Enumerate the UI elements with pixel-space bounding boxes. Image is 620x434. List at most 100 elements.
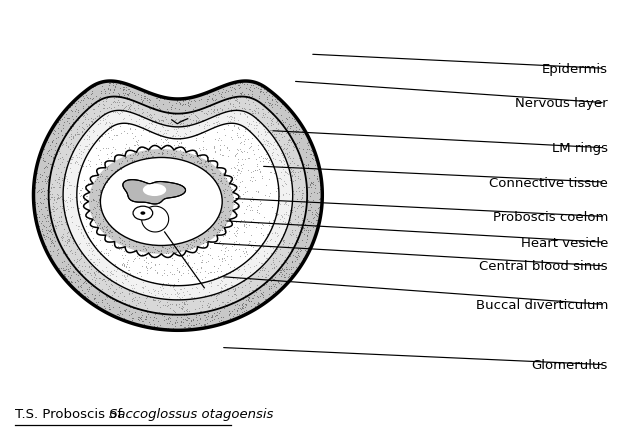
Point [210, 178, 220, 184]
Point [167, 270, 177, 277]
Point [41, 164, 51, 171]
Point [229, 241, 239, 248]
Point [87, 96, 97, 103]
Point [268, 255, 278, 262]
Point [156, 117, 166, 124]
Point [141, 103, 151, 110]
Point [264, 193, 273, 200]
Point [299, 198, 309, 205]
Point [303, 184, 312, 191]
Point [95, 189, 105, 196]
Point [230, 286, 240, 293]
Point [278, 121, 288, 128]
Point [212, 267, 222, 274]
Point [254, 110, 264, 117]
Point [229, 96, 239, 103]
Point [117, 279, 126, 286]
Point [155, 322, 165, 329]
Point [57, 160, 67, 167]
Point [229, 117, 239, 124]
Point [275, 158, 285, 164]
Point [68, 120, 78, 127]
Point [97, 159, 107, 166]
Point [261, 105, 271, 112]
Point [253, 85, 263, 92]
Point [263, 163, 273, 170]
Point [48, 228, 58, 235]
Point [46, 194, 56, 201]
Point [215, 321, 224, 328]
Point [48, 215, 58, 222]
Point [244, 294, 254, 301]
Point [34, 207, 44, 214]
Point [140, 148, 150, 155]
Point [220, 281, 230, 288]
Point [130, 285, 140, 292]
Point [198, 118, 208, 125]
Point [52, 191, 62, 198]
Point [244, 309, 254, 316]
Point [211, 87, 221, 94]
Point [62, 237, 72, 244]
Point [198, 298, 208, 305]
Point [94, 112, 104, 119]
Point [314, 196, 324, 203]
Point [138, 97, 148, 104]
Point [213, 115, 223, 122]
Point [107, 312, 117, 319]
Point [202, 104, 211, 111]
Point [220, 222, 230, 229]
Point [38, 157, 48, 164]
Point [107, 271, 117, 278]
Point [300, 247, 310, 254]
Point [72, 246, 82, 253]
Point [271, 125, 281, 132]
Point [100, 224, 110, 231]
Point [98, 289, 108, 296]
Point [257, 225, 267, 232]
Point [121, 276, 131, 283]
Point [52, 252, 62, 259]
Point [268, 155, 278, 162]
Point [143, 309, 153, 316]
Point [303, 161, 312, 168]
Point [139, 156, 149, 163]
Point [84, 242, 94, 249]
Point [299, 231, 309, 238]
Point [76, 250, 86, 257]
Point [195, 315, 205, 322]
Point [102, 113, 112, 120]
Point [240, 106, 250, 113]
Point [45, 169, 55, 176]
Point [250, 303, 260, 310]
Point [211, 312, 221, 319]
Point [290, 227, 299, 234]
Point [126, 103, 136, 110]
Point [32, 170, 42, 177]
Point [281, 210, 291, 217]
Point [144, 96, 154, 103]
Point [138, 289, 148, 296]
Point [102, 94, 112, 101]
Point [232, 117, 242, 124]
Point [89, 106, 99, 113]
Point [241, 219, 250, 226]
Point [210, 120, 219, 127]
Point [32, 171, 42, 178]
Point [306, 180, 316, 187]
Point [266, 118, 276, 125]
Point [215, 142, 225, 149]
Point [146, 120, 156, 127]
Point [192, 114, 202, 121]
Point [73, 278, 83, 285]
Point [247, 303, 257, 310]
Point [229, 85, 239, 92]
Point [91, 161, 101, 168]
Point [121, 155, 131, 161]
Point [285, 125, 295, 132]
Point [275, 267, 285, 274]
Point [68, 101, 78, 108]
Point [56, 193, 66, 200]
Point [88, 196, 98, 203]
Point [166, 244, 175, 251]
